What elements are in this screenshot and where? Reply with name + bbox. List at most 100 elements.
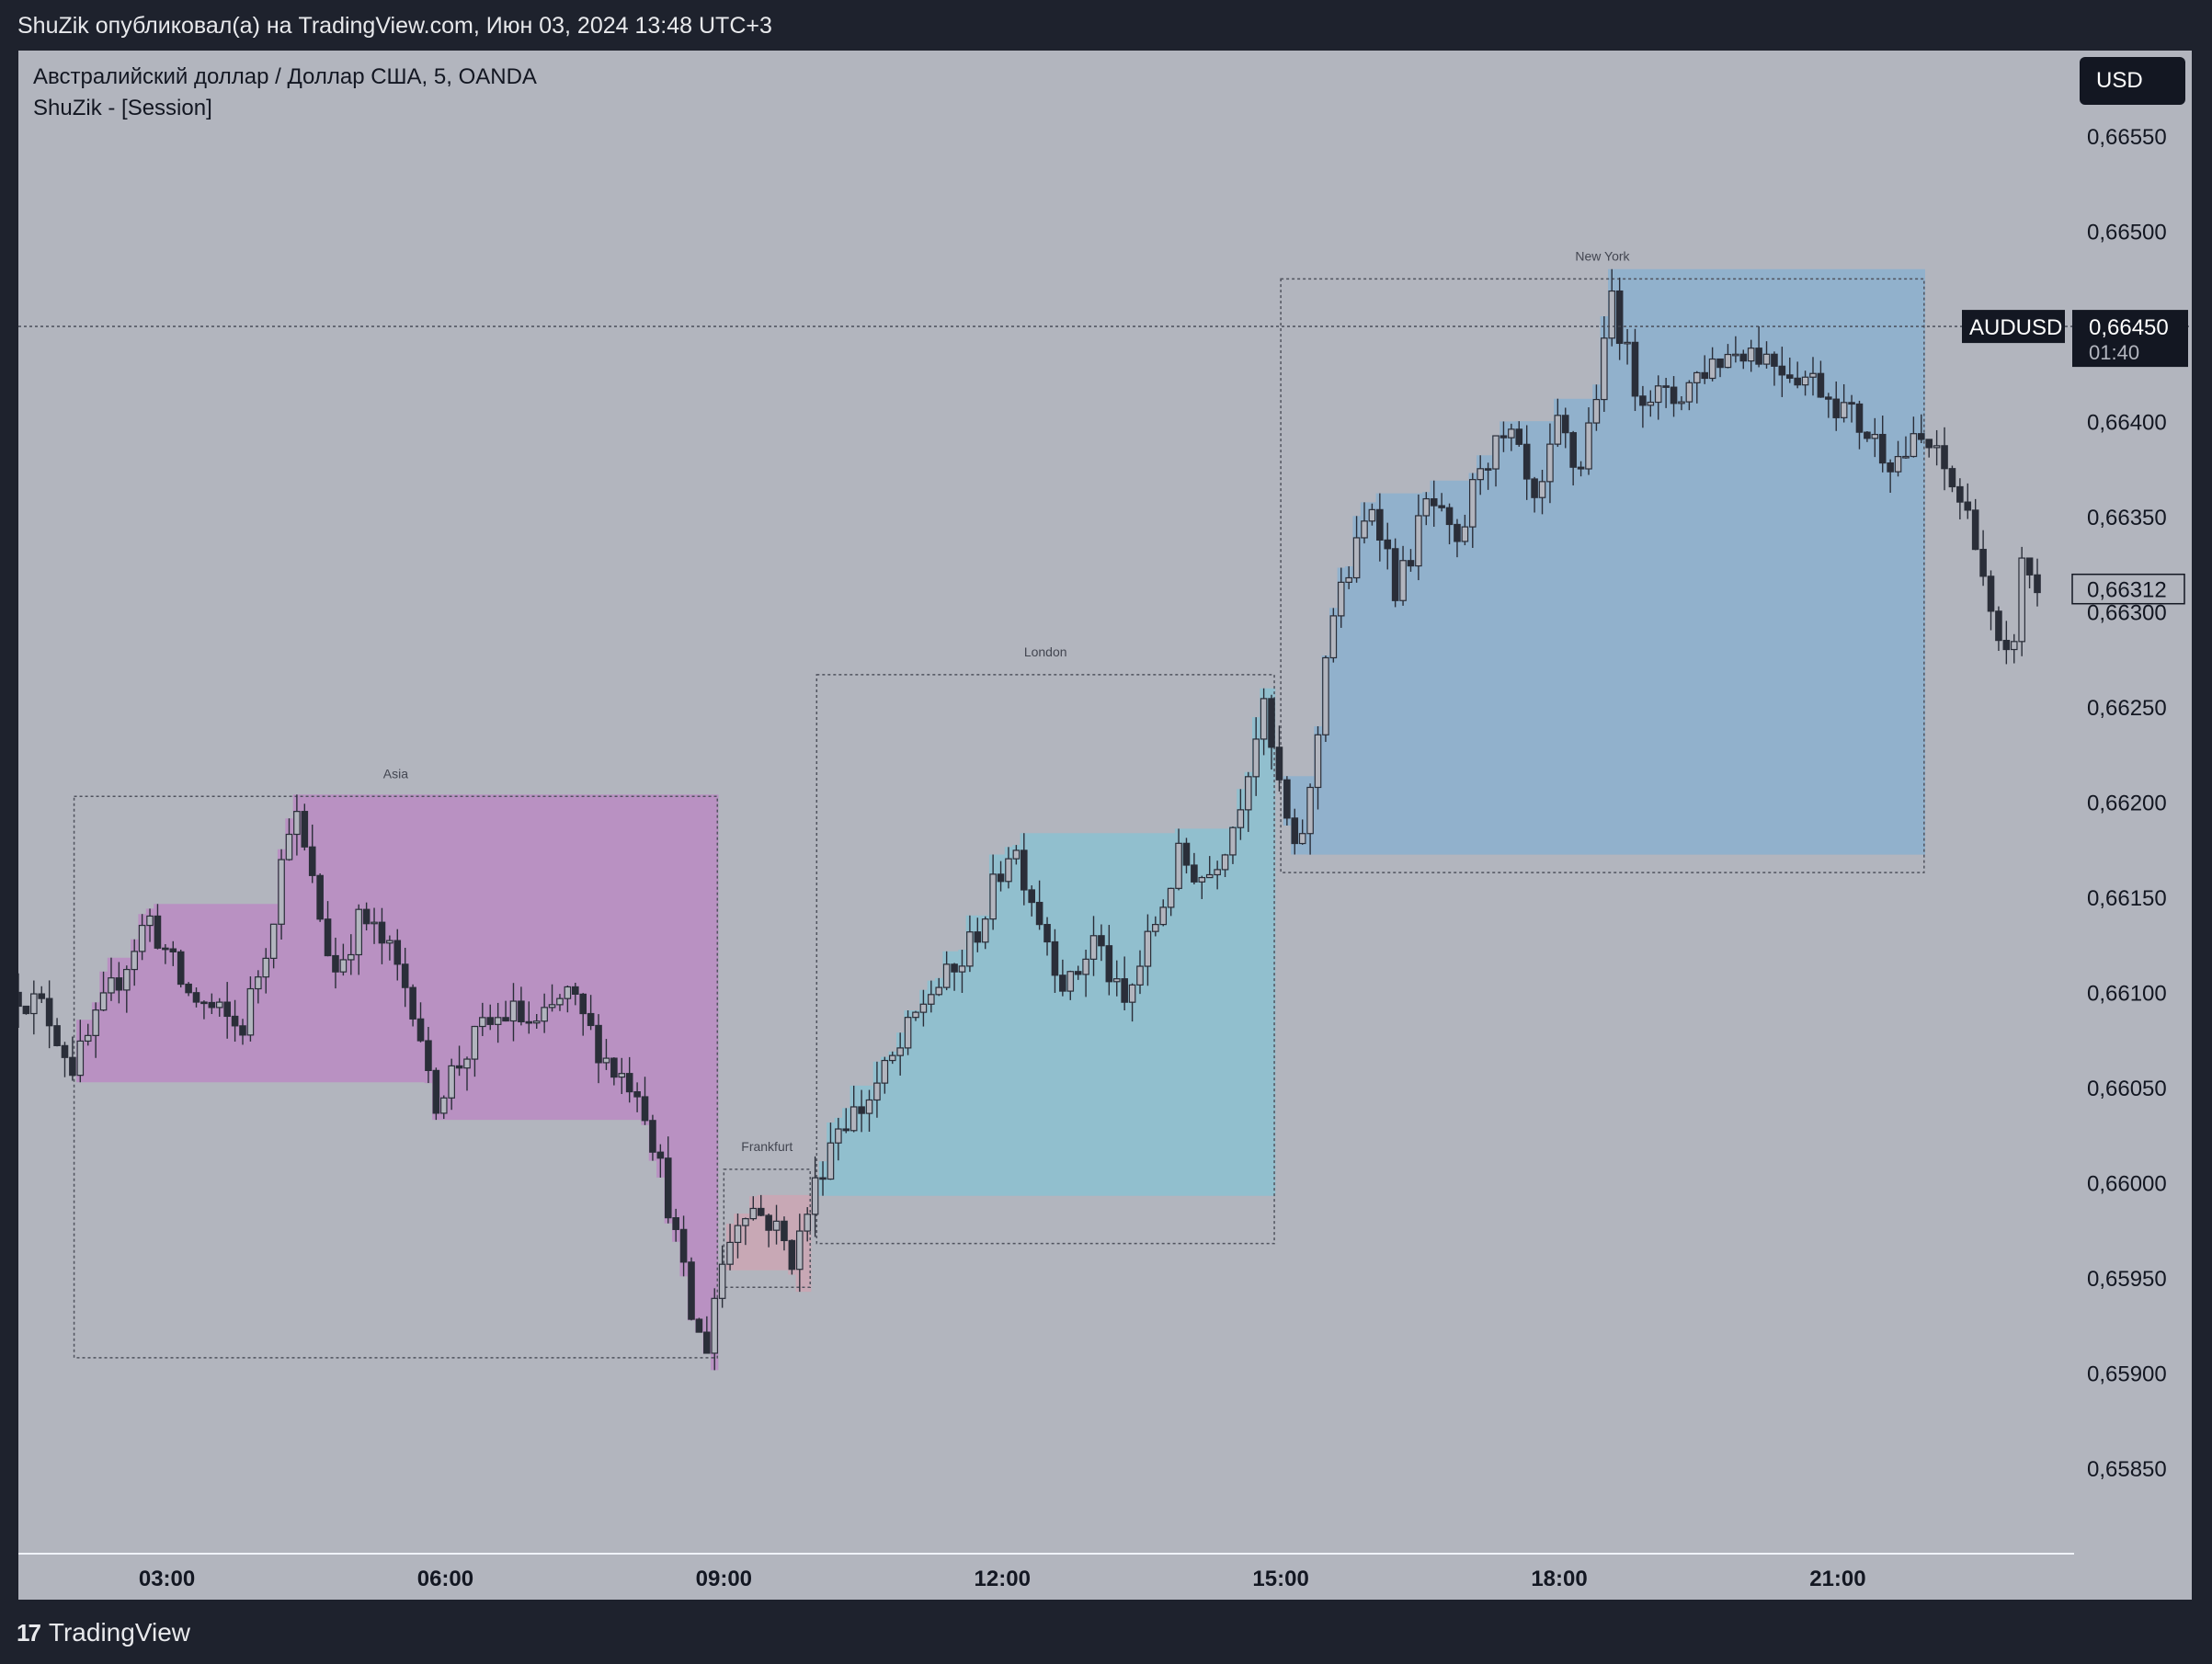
candle [1531,478,1538,498]
candle [362,908,371,925]
candle [951,963,958,973]
candle [432,1069,440,1114]
candle [177,951,185,986]
symbol-legend[interactable]: Австралийский доллар / Доллар США, 5, OA… [33,64,537,89]
candle [1747,348,1755,362]
candle [2010,641,2018,651]
session-label-asia: Asia [383,766,408,781]
candle [1832,398,1841,418]
candle [1492,435,1499,470]
candle [989,873,997,920]
candle [1059,974,1066,992]
candle [1252,738,1260,778]
candle [1454,523,1461,542]
published-text: ShuZik опубликовал(а) на TradingView.com… [17,13,772,39]
candle [1051,940,1059,976]
candle [695,1318,703,1333]
candle [448,1065,455,1099]
candle [378,921,386,944]
candle [1182,842,1191,866]
session-box-new-york[interactable] [1280,278,1925,873]
candle [185,983,192,994]
candle [122,968,131,991]
candle [301,811,309,848]
session-box-asia[interactable] [73,795,719,1359]
candle [1995,610,2002,642]
candle [409,986,416,1020]
candle [1778,365,1786,376]
candle [1205,873,1214,879]
candle [131,951,139,971]
candle [1987,576,1995,612]
session-box-london[interactable] [815,674,1275,1245]
tradingview-logo[interactable]: 17 TradingView [17,1618,190,1647]
price-tick-label: 0,66550 [2087,125,2167,150]
candle [324,918,332,957]
candle [169,948,177,952]
candle [262,957,270,978]
candle [610,1057,618,1078]
candle [255,976,262,990]
candle [865,1099,873,1114]
candle [1554,415,1562,445]
candle [595,1024,602,1064]
candle [1074,971,1082,975]
currency-button[interactable]: USD [2080,57,2185,105]
last-price-box[interactable] [2072,310,2188,368]
candle [1647,401,1655,406]
candle [765,1214,772,1231]
candle [1601,337,1608,401]
candle [1538,481,1546,498]
candle [1785,374,1794,379]
candle [541,1007,548,1022]
candle [1098,935,1105,947]
indicator-legend[interactable]: ShuZik - [Session] [33,96,212,120]
candle [548,1004,556,1009]
candle [509,1000,518,1022]
time-tick-label: 21:00 [1809,1567,1865,1591]
candle [38,993,46,999]
session-label-new-york: New York [1575,248,1630,263]
candle [1979,548,1987,577]
candle [1391,548,1399,601]
candle [285,833,293,860]
candle [45,997,53,1027]
chart-area[interactable]: Asia Frankfurt London New York 0,66550 0,6650… [18,51,2192,1600]
candle [401,963,409,988]
candle [618,1073,626,1078]
candle [162,947,169,951]
price-chart[interactable]: Asia Frankfurt London New York 0,66550 0,6650… [18,51,2192,1600]
candle [439,1097,448,1114]
candle [1461,526,1469,542]
candle [278,859,285,925]
candle [1345,576,1352,583]
symbol-tag[interactable] [1962,310,2065,344]
candle [1654,385,1662,404]
candle [1229,826,1237,856]
candle [641,1096,649,1122]
candle [1971,509,1979,551]
candle [1864,431,1871,439]
candle [154,915,162,949]
session-label-london: London [1024,644,1067,659]
candle [679,1228,688,1263]
candle [108,977,115,994]
candle [1477,468,1485,481]
candle [1794,377,1801,386]
candle [1112,978,1121,983]
candle [881,1059,889,1084]
candle [146,915,154,927]
candle [1005,858,1012,883]
candle [192,992,200,1003]
candle [2002,639,2011,651]
candle [1159,906,1168,926]
candle [1817,372,1825,398]
candle [1840,402,1848,418]
candle [1624,341,1631,345]
candle [1515,428,1523,445]
candle [1035,901,1043,926]
last-price-label: 0,66450 [2089,315,2169,340]
candle [718,1263,726,1299]
candle [269,923,278,959]
current-price-box[interactable] [2071,573,2185,605]
